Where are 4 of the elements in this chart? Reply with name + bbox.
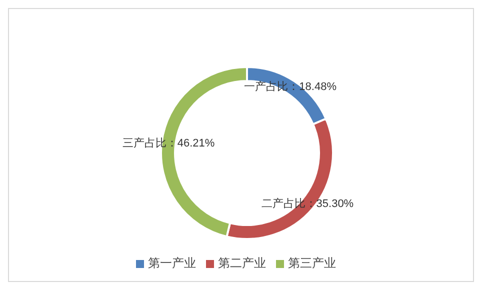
legend-label: 第二产业 xyxy=(218,256,266,270)
legend-label: 第一产业 xyxy=(148,256,196,270)
data-label: 一产占比：18.48% xyxy=(244,80,337,93)
legend-label: 第三产业 xyxy=(288,256,336,270)
